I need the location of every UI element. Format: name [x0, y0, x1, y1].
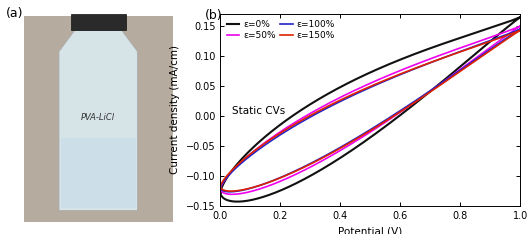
ε=150%	[419, 64, 426, 67]
ε=0%	[489, 38, 495, 41]
ε=50%	[229, 193, 235, 196]
ε=150%	[297, 120, 303, 123]
ε=0%	[297, 110, 303, 112]
ε=50%	[319, 106, 325, 109]
ε=50%	[517, 25, 524, 27]
ε=0%	[217, 191, 224, 194]
ε=150%	[477, 43, 484, 46]
ε=50%	[297, 118, 303, 121]
ε=100%	[217, 186, 224, 189]
ε=150%	[502, 39, 508, 42]
ε=50%	[217, 188, 224, 190]
ε=0%	[517, 16, 524, 18]
ε=150%	[228, 190, 234, 193]
ε=100%	[227, 190, 233, 193]
Bar	[71, 14, 126, 30]
Text: (a): (a)	[6, 7, 23, 20]
ε=150%	[489, 48, 495, 51]
ε=100%	[517, 28, 524, 30]
Text: PVA-LiCl: PVA-LiCl	[81, 113, 115, 121]
ε=0%	[419, 50, 426, 52]
ε=150%	[217, 185, 224, 188]
ε=100%	[477, 43, 484, 45]
ε=150%	[319, 108, 325, 111]
X-axis label: Potential (V): Potential (V)	[338, 226, 402, 234]
ε=0%	[234, 200, 241, 203]
ε=100%	[489, 47, 495, 49]
ε=50%	[489, 44, 495, 47]
ε=150%	[517, 29, 524, 32]
ε=0%	[477, 30, 484, 33]
ε=100%	[319, 110, 325, 112]
Line: ε=0%: ε=0%	[220, 17, 520, 202]
ε=100%	[502, 38, 508, 41]
Legend: ε=0%, ε=50%, ε=100%, ε=150%: ε=0%, ε=50%, ε=100%, ε=150%	[225, 18, 337, 41]
ε=100%	[217, 186, 224, 189]
ε=0%	[217, 191, 224, 194]
ε=0%	[319, 96, 325, 99]
ε=150%	[217, 185, 224, 188]
ε=50%	[502, 35, 508, 38]
Text: (b): (b)	[204, 9, 222, 22]
Line: ε=50%: ε=50%	[220, 26, 520, 194]
Bar	[23, 16, 173, 222]
ε=0%	[502, 28, 508, 31]
ε=50%	[419, 60, 426, 63]
ε=50%	[217, 188, 224, 190]
Y-axis label: Current density (mA/cm): Current density (mA/cm)	[170, 45, 181, 175]
Polygon shape	[59, 30, 138, 211]
Line: ε=100%: ε=100%	[220, 29, 520, 192]
Text: Static CVs: Static CVs	[233, 106, 286, 116]
ε=100%	[419, 64, 426, 67]
Line: ε=150%: ε=150%	[220, 30, 520, 191]
ε=50%	[477, 39, 484, 42]
ε=100%	[297, 121, 303, 124]
Bar	[61, 138, 135, 208]
